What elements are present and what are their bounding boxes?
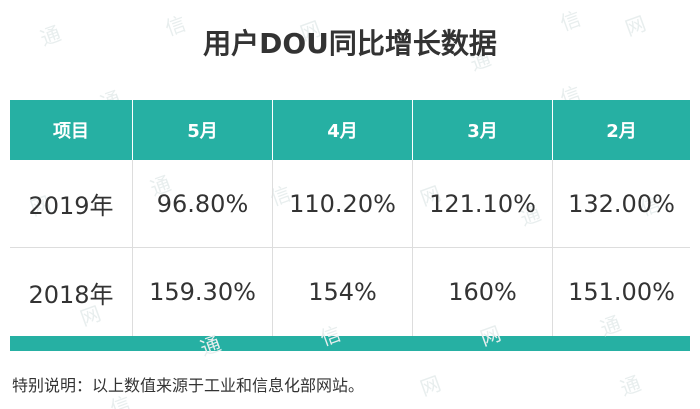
header-cell: 2月 (552, 100, 690, 160)
table-cell: 2018年 (28, 280, 114, 309)
watermark: 通 (617, 371, 645, 401)
table-row: 2018年 159.30% 154% 160% 151.00% (10, 248, 690, 336)
table-cell: 151.00% (552, 248, 690, 336)
table-cell: 110.20% (272, 160, 412, 248)
table-cell: 160% (412, 248, 552, 336)
watermark: 网 (417, 371, 445, 401)
header-cell: 3月 (412, 100, 552, 160)
table: 项目 5月 4月 3月 2月 2019年 96.80% 110.20% 121.10% 132.0… (10, 100, 690, 336)
table-cell: 121.10% (412, 160, 552, 248)
table-cell: 132.00% (552, 160, 690, 248)
table-row: 2019年 96.80% 110.20% 121.10% 132.00% (10, 160, 690, 248)
table-cell: 159.30% (132, 248, 272, 336)
header-cell: 项目 (10, 100, 132, 160)
header-cell: 5月 (132, 100, 272, 160)
table-cell: 2019年 (10, 160, 132, 248)
header-row: 项目 5月 4月 3月 2月 (10, 100, 690, 160)
note: 特别说明：以上数值来源于工业和信息化部网站。 (12, 376, 365, 395)
title: 用户DOU同比增长数据 (203, 27, 497, 60)
table-cell: 96.80% (132, 160, 272, 248)
header-cell: 4月 (272, 100, 412, 160)
bottom-bar (10, 336, 690, 351)
table-cell: 154% (272, 248, 412, 336)
